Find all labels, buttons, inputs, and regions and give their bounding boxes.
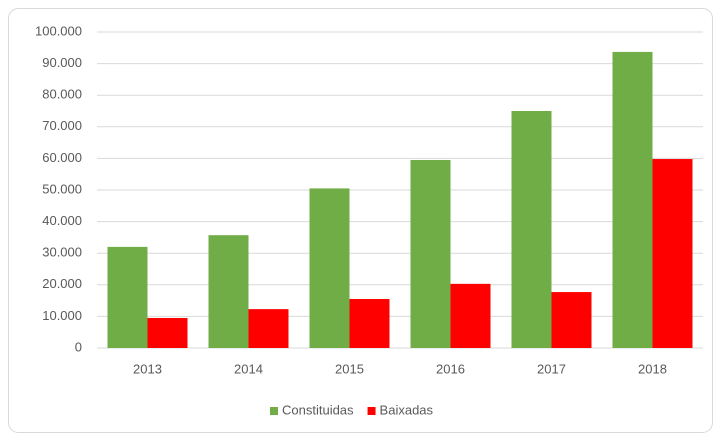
y-tick-label: 20.000 <box>42 276 82 291</box>
y-tick-label: 0 <box>75 339 82 354</box>
y-tick-label: 70.000 <box>42 118 82 133</box>
bar <box>107 246 148 348</box>
y-tick-label: 80.000 <box>42 87 82 102</box>
legend-swatch <box>270 407 278 415</box>
bar <box>309 188 350 348</box>
y-tick-label: 10.000 <box>42 308 82 323</box>
y-tick-label: 60.000 <box>42 150 82 165</box>
y-tick-label: 100.000 <box>35 23 82 38</box>
legend-label: Baixadas <box>380 402 434 417</box>
legend-swatch <box>367 407 376 415</box>
x-tick-label: 2015 <box>335 361 364 376</box>
bar <box>208 235 249 348</box>
y-tick-label: 90.000 <box>42 55 82 70</box>
y-tick-label: 40.000 <box>42 213 82 228</box>
x-tick-label: 2013 <box>133 361 162 376</box>
legend-label: Constituidas <box>282 402 354 417</box>
bar <box>450 283 491 348</box>
bar <box>349 299 390 348</box>
bar <box>248 309 289 348</box>
bar <box>551 292 592 348</box>
x-tick-label: 2017 <box>537 361 566 376</box>
bar <box>612 51 653 349</box>
y-tick-label: 50.000 <box>42 181 82 196</box>
x-tick-label: 2016 <box>436 361 465 376</box>
x-tick-label: 2018 <box>638 361 667 376</box>
bar <box>511 111 552 348</box>
x-tick-label: 2014 <box>234 361 263 376</box>
y-tick-label: 30.000 <box>42 245 82 260</box>
bar <box>147 317 188 348</box>
bar <box>410 159 451 348</box>
bar <box>652 159 693 348</box>
